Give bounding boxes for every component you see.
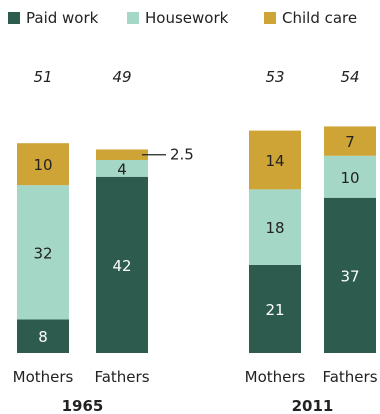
data-label-2011-fathers-child-care: 7: [345, 133, 355, 151]
year-label-2011: 2011: [292, 397, 334, 414]
category-label-1965-mothers: Mothers: [13, 368, 74, 386]
data-label-1965-mothers-housework: 32: [33, 244, 52, 262]
bar-segment-1965-mothers-child-care: [17, 143, 69, 186]
bar-segment-1965-fathers-housework: [96, 159, 148, 177]
bar-segment-1965-mothers-paid-work: [17, 319, 69, 353]
data-label-2011-mothers-child-care: 14: [265, 152, 284, 170]
year-label-1965: 1965: [62, 397, 104, 414]
total-label-1965-fathers: 49: [112, 68, 131, 86]
bar-segment-2011-fathers-paid-work: [324, 197, 376, 353]
data-label-1965-fathers-paid-work: 42: [112, 257, 131, 275]
total-label-2011-mothers: 53: [265, 68, 284, 86]
legend-label-paid-work: Paid work: [26, 9, 99, 27]
legend-swatch-paid-work: [8, 12, 20, 24]
bar-segment-2011-fathers-child-care: [324, 126, 376, 156]
legend-label-child-care: Child care: [282, 9, 357, 27]
bar-segment-1965-mothers-housework: [17, 185, 69, 320]
category-label-1965-fathers: Fathers: [94, 368, 149, 386]
legend-swatch-child-care: [264, 12, 276, 24]
total-label-1965-mothers: 51: [33, 68, 52, 86]
data-label-2011-mothers-housework: 18: [265, 219, 284, 237]
bar-segment-2011-mothers-housework: [249, 189, 301, 265]
bar-segment-2011-mothers-child-care: [249, 130, 301, 190]
total-label-2011-fathers: 54: [340, 68, 359, 86]
category-label-2011-fathers: Fathers: [322, 368, 377, 386]
data-label-1965-mothers-paid-work: 8: [38, 328, 48, 346]
bar-segment-2011-fathers-housework: [324, 155, 376, 198]
data-label-1965-fathers-housework: 4: [117, 160, 127, 178]
legend-label-housework: Housework: [145, 9, 229, 27]
legend-swatch-housework: [127, 12, 139, 24]
callout-label-1965-fathers-child-care: 2.5: [170, 146, 194, 164]
bar-segment-2011-mothers-paid-work: [249, 264, 301, 353]
bar-segment-1965-fathers-child-care: [96, 149, 148, 160]
category-label-2011-mothers: Mothers: [245, 368, 306, 386]
data-label-2011-mothers-paid-work: 21: [265, 301, 284, 319]
bar-segment-1965-fathers-paid-work: [96, 176, 148, 353]
data-label-1965-mothers-child-care: 10: [33, 156, 52, 174]
data-label-2011-fathers-paid-work: 37: [340, 267, 359, 285]
data-label-2011-fathers-housework: 10: [340, 169, 359, 187]
